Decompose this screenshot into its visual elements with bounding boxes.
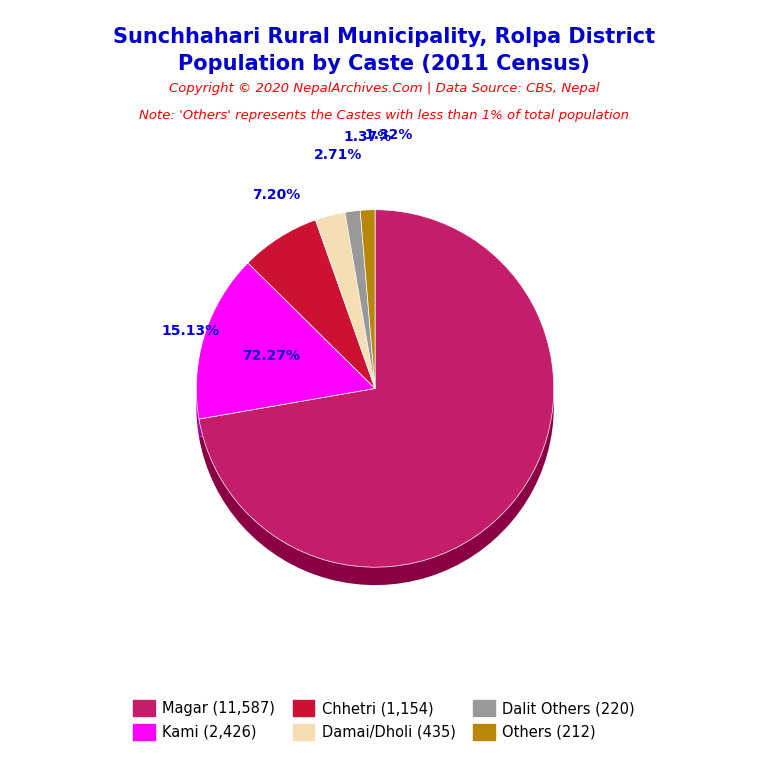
Wedge shape <box>199 210 554 568</box>
Text: Sunchhahari Rural Municipality, Rolpa District: Sunchhahari Rural Municipality, Rolpa Di… <box>113 27 655 47</box>
Wedge shape <box>345 210 375 389</box>
Text: 7.20%: 7.20% <box>253 188 300 202</box>
Text: Copyright © 2020 NepalArchives.Com | Data Source: CBS, Nepal: Copyright © 2020 NepalArchives.Com | Dat… <box>169 82 599 95</box>
Wedge shape <box>360 227 375 406</box>
Wedge shape <box>360 210 375 389</box>
Legend: Magar (11,587), Kami (2,426), Chhetri (1,154), Damai/Dholi (435), Dalit Others (: Magar (11,587), Kami (2,426), Chhetri (1… <box>127 694 641 746</box>
Wedge shape <box>197 281 375 437</box>
Wedge shape <box>316 230 375 406</box>
Wedge shape <box>199 227 554 585</box>
Text: 1.32%: 1.32% <box>365 128 413 142</box>
Wedge shape <box>197 263 375 419</box>
Wedge shape <box>248 220 375 389</box>
Wedge shape <box>248 238 375 406</box>
Wedge shape <box>345 228 375 406</box>
Text: 2.71%: 2.71% <box>314 148 362 162</box>
Text: 72.27%: 72.27% <box>242 349 300 363</box>
Text: 1.37%: 1.37% <box>343 130 392 144</box>
Text: Population by Caste (2011 Census): Population by Caste (2011 Census) <box>178 54 590 74</box>
Wedge shape <box>316 212 375 389</box>
Text: Note: 'Others' represents the Castes with less than 1% of total population: Note: 'Others' represents the Castes wit… <box>139 109 629 122</box>
Text: 15.13%: 15.13% <box>162 323 220 338</box>
